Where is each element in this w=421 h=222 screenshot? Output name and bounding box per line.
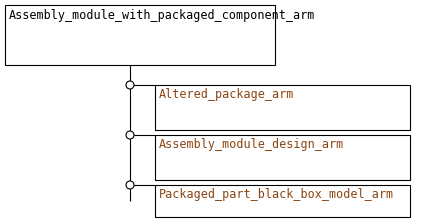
Circle shape <box>126 181 134 189</box>
Text: Assembly_module_design_arm: Assembly_module_design_arm <box>159 138 344 151</box>
Bar <box>155 185 410 217</box>
Circle shape <box>126 81 134 89</box>
Text: Assembly_module_with_packaged_component_arm: Assembly_module_with_packaged_component_… <box>9 9 315 22</box>
Circle shape <box>126 131 134 139</box>
Bar <box>5 5 275 65</box>
Bar <box>155 135 410 180</box>
Bar <box>155 85 410 130</box>
Text: Altered_package_arm: Altered_package_arm <box>159 88 294 101</box>
Text: Packaged_part_black_box_model_arm: Packaged_part_black_box_model_arm <box>159 188 394 201</box>
